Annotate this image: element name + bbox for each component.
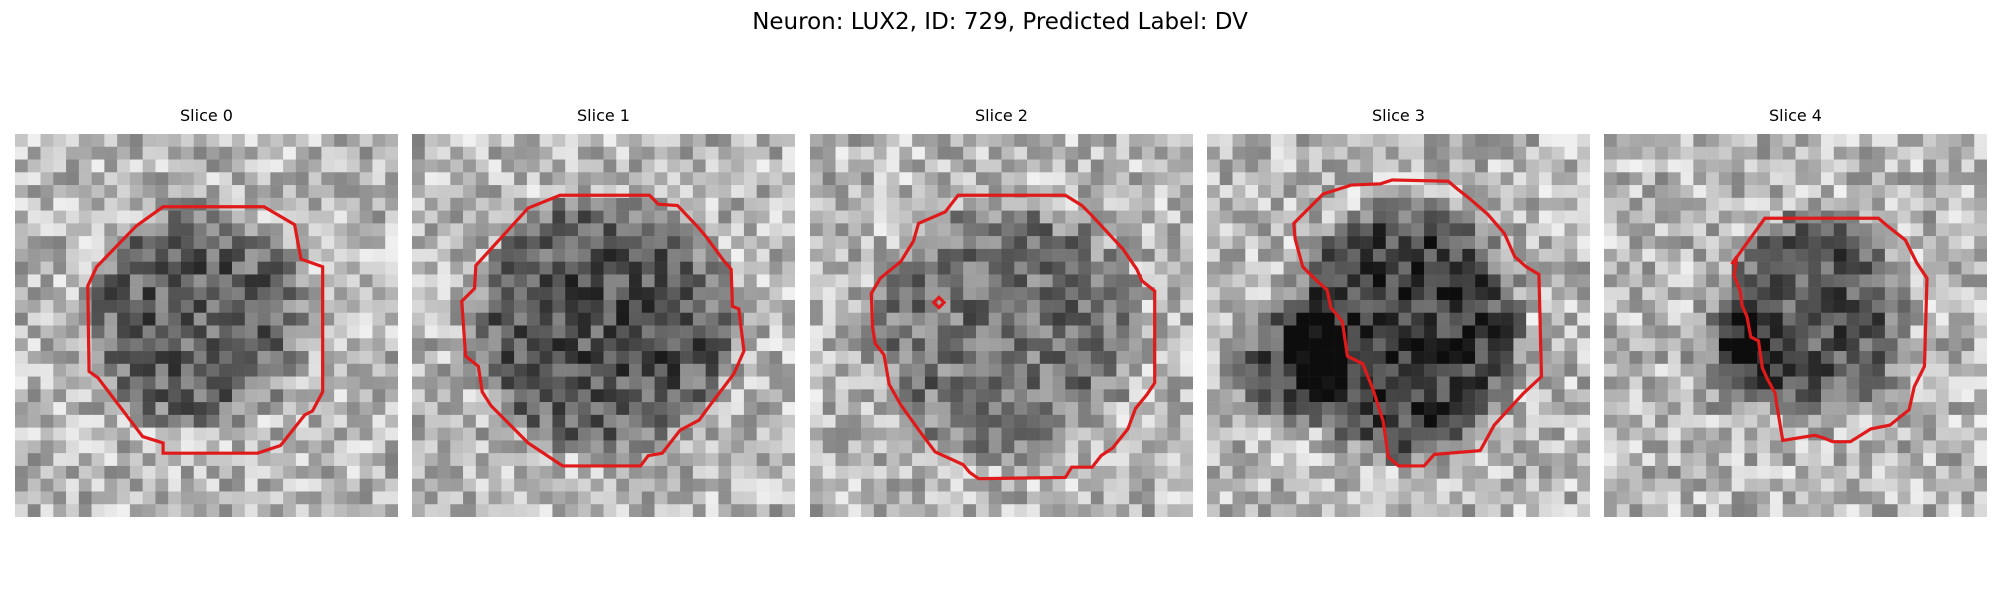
slice-panel-4: Slice 4 — [1604, 106, 1987, 517]
slice-panel-1: Slice 1 — [412, 106, 795, 517]
slice-panel-2: Slice 2 — [810, 106, 1193, 517]
slice-image-2 — [810, 134, 1193, 517]
neuron-contour-3 — [1292, 178, 1544, 468]
neuron-contour-2-spot — [931, 295, 947, 310]
neuron-contour-0 — [86, 205, 325, 455]
slice-title-4: Slice 4 — [1769, 106, 1822, 125]
slice-image-0 — [15, 134, 398, 517]
slice-title-2: Slice 2 — [975, 106, 1028, 125]
slice-title-0: Slice 0 — [180, 106, 233, 125]
slice-image-1 — [412, 134, 795, 517]
slice-title-1: Slice 1 — [577, 106, 630, 125]
figure-title: Neuron: LUX2, ID: 729, Predicted Label: … — [752, 9, 1248, 35]
slice-image-4 — [1604, 134, 1987, 517]
slice-image-3 — [1207, 134, 1590, 517]
neuron-contour-4 — [1730, 216, 1929, 444]
slice-panel-3: Slice 3 — [1207, 106, 1590, 517]
slice-title-3: Slice 3 — [1372, 106, 1425, 125]
neuron-contour-1 — [460, 193, 746, 468]
slice-panel-0: Slice 0 — [15, 106, 398, 517]
neuron-contour-2 — [869, 193, 1157, 481]
